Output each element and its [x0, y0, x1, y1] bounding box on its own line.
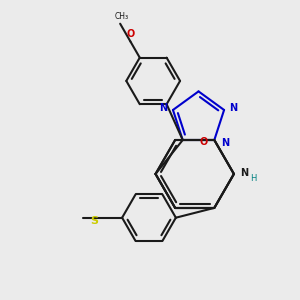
Text: N: N — [160, 103, 168, 113]
Text: N: N — [240, 168, 248, 178]
Text: O: O — [200, 137, 208, 147]
Text: S: S — [91, 216, 98, 226]
Text: N: N — [221, 138, 229, 148]
Text: CH₃: CH₃ — [115, 13, 129, 22]
Text: O: O — [126, 29, 134, 39]
Text: N: N — [230, 103, 238, 113]
Text: H: H — [250, 174, 256, 183]
